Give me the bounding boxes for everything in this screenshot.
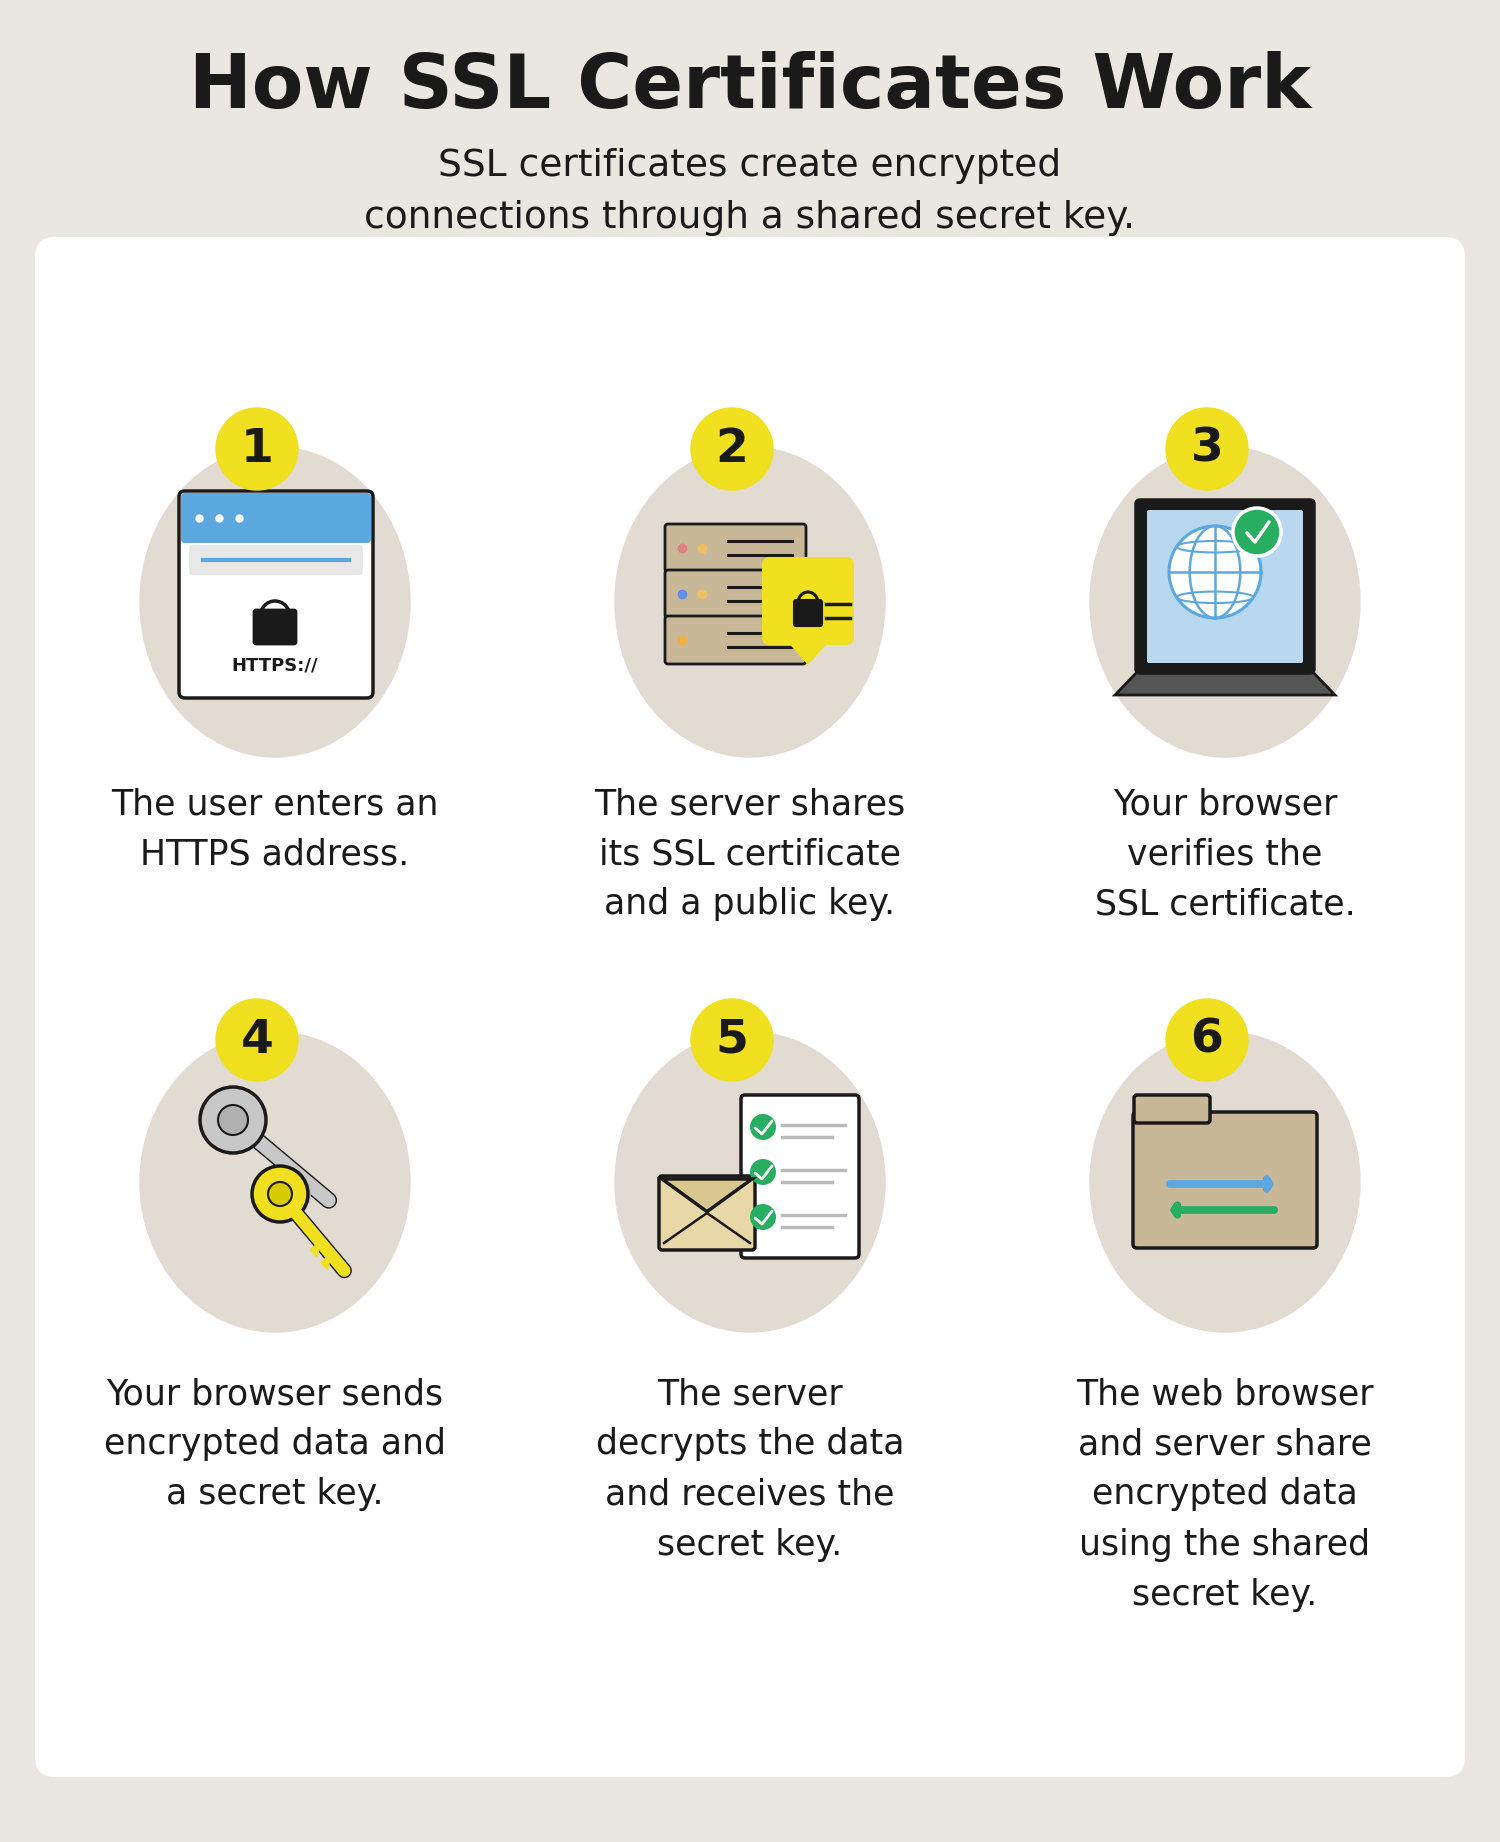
Ellipse shape <box>1090 448 1360 757</box>
Circle shape <box>1168 527 1262 619</box>
Text: The server shares
its SSL certificate
and a public key.: The server shares its SSL certificate an… <box>594 787 906 921</box>
FancyBboxPatch shape <box>794 600 822 626</box>
Text: SSL certificates create encrypted
connections through a shared secret key.: SSL certificates create encrypted connec… <box>364 147 1136 236</box>
Text: 6: 6 <box>1191 1017 1224 1063</box>
Ellipse shape <box>216 407 298 490</box>
Ellipse shape <box>615 448 885 757</box>
Text: 4: 4 <box>240 1017 273 1063</box>
Circle shape <box>268 1183 292 1207</box>
Circle shape <box>200 1087 266 1153</box>
Circle shape <box>217 1105 248 1135</box>
Polygon shape <box>321 1254 332 1269</box>
Text: 5: 5 <box>716 1017 748 1063</box>
FancyBboxPatch shape <box>254 610 296 645</box>
Ellipse shape <box>216 998 298 1081</box>
Text: The web browser
and server share
encrypted data
using the shared
secret key.: The web browser and server share encrypt… <box>1076 1378 1374 1612</box>
Polygon shape <box>286 1173 296 1190</box>
FancyBboxPatch shape <box>1136 499 1314 672</box>
FancyBboxPatch shape <box>34 238 1466 1778</box>
Text: 2: 2 <box>716 427 748 472</box>
Circle shape <box>750 1114 776 1140</box>
Text: The server
decrypts the data
and receives the
secret key.: The server decrypts the data and receive… <box>596 1378 904 1562</box>
Ellipse shape <box>692 998 772 1081</box>
Ellipse shape <box>615 1032 885 1332</box>
Ellipse shape <box>1090 1032 1360 1332</box>
Ellipse shape <box>1166 407 1248 490</box>
Circle shape <box>750 1205 776 1230</box>
FancyBboxPatch shape <box>1134 1094 1210 1124</box>
Text: 3: 3 <box>1191 427 1224 472</box>
Text: Your browser sends
encrypted data and
a secret key.: Your browser sends encrypted data and a … <box>104 1378 445 1512</box>
FancyBboxPatch shape <box>658 1175 754 1251</box>
Ellipse shape <box>692 407 772 490</box>
Polygon shape <box>302 1184 310 1203</box>
FancyBboxPatch shape <box>762 556 853 645</box>
FancyBboxPatch shape <box>189 545 363 575</box>
Circle shape <box>750 1159 776 1184</box>
FancyBboxPatch shape <box>664 615 806 663</box>
Text: How SSL Certificates Work: How SSL Certificates Work <box>189 50 1311 123</box>
FancyBboxPatch shape <box>664 523 806 573</box>
Circle shape <box>1233 508 1281 556</box>
Polygon shape <box>310 1242 320 1256</box>
Polygon shape <box>1114 669 1335 694</box>
FancyBboxPatch shape <box>182 494 370 543</box>
Circle shape <box>252 1166 308 1221</box>
Polygon shape <box>662 1179 752 1212</box>
FancyBboxPatch shape <box>664 569 806 619</box>
Ellipse shape <box>1166 998 1248 1081</box>
Text: Your browser
verifies the
SSL certificate.: Your browser verifies the SSL certificat… <box>1095 787 1356 921</box>
FancyBboxPatch shape <box>1132 1113 1317 1249</box>
FancyBboxPatch shape <box>178 492 374 698</box>
FancyBboxPatch shape <box>741 1094 860 1258</box>
Text: The user enters an
HTTPS address.: The user enters an HTTPS address. <box>111 787 438 871</box>
Ellipse shape <box>140 448 410 757</box>
Polygon shape <box>778 630 838 663</box>
Ellipse shape <box>140 1032 410 1332</box>
Text: HTTPS://: HTTPS:// <box>231 656 318 674</box>
Text: 1: 1 <box>240 427 273 472</box>
FancyBboxPatch shape <box>1148 510 1304 663</box>
